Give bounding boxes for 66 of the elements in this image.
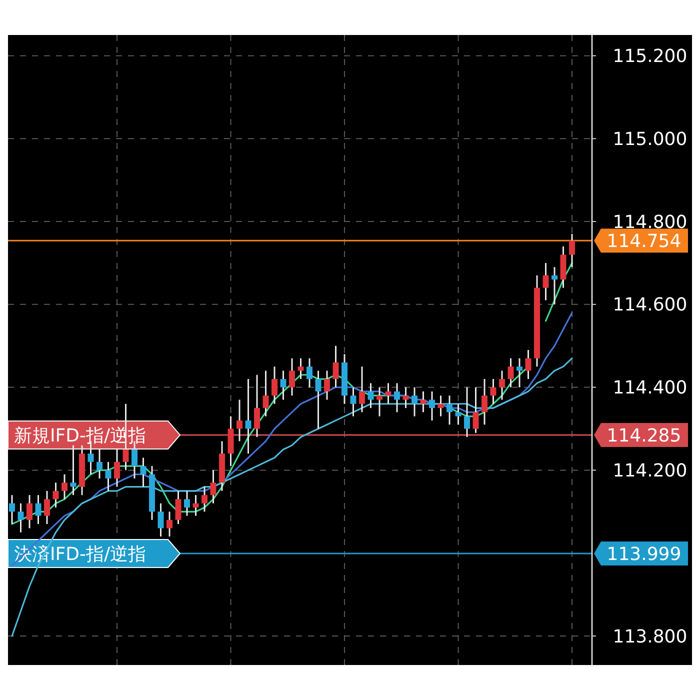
y-tick-label: 114.600: [612, 294, 688, 316]
candlestick: [96, 448, 102, 480]
candlestick: [455, 403, 462, 426]
candlestick: [175, 490, 182, 525]
candlestick: [114, 448, 120, 488]
y-tick-label: 113.800: [612, 626, 688, 648]
candlestick: [9, 494, 15, 525]
candlestick: [508, 358, 514, 388]
candlestick: [499, 370, 505, 400]
candlestick: [166, 510, 172, 538]
candlestick: [332, 345, 339, 388]
candlestick: [236, 398, 242, 442]
candlestick: [324, 370, 330, 400]
candlestick: [26, 494, 32, 529]
line-series: [11, 357, 573, 637]
candlestick: [184, 490, 190, 517]
candlestick: [62, 474, 68, 500]
candlestick: [70, 444, 76, 496]
candlestick: [394, 382, 400, 413]
candlestick: [516, 358, 522, 388]
candlestick: [315, 370, 322, 430]
y-tick-label: 114.800: [612, 212, 688, 233]
candlestick: [359, 366, 365, 413]
candlestick: [105, 461, 112, 492]
candlestick: [18, 502, 24, 534]
candlestick: [420, 390, 426, 413]
candlestick: [254, 374, 260, 438]
candlestick: [464, 386, 470, 438]
candlestick: [490, 378, 496, 405]
candlestick: [412, 386, 418, 418]
text: 114.285: [606, 425, 682, 446]
candlestick: [35, 494, 42, 525]
candlestick: [280, 370, 286, 400]
y-tick-label: 115.200: [612, 46, 688, 68]
candlestick: [446, 394, 452, 426]
text: 113.999: [606, 544, 682, 565]
candlestick: [298, 358, 304, 380]
candlestick: [542, 262, 549, 302]
candlestick: [368, 382, 374, 409]
candlestick: [429, 390, 435, 422]
candlestick: [306, 358, 312, 388]
candlestick: [482, 378, 488, 426]
candlestick: [472, 386, 479, 434]
candlestick: [262, 370, 269, 418]
candlestick: [438, 394, 444, 418]
candlestick: [44, 490, 50, 525]
candlestick: [376, 386, 382, 418]
candlestick: [552, 266, 558, 306]
candlestick: [202, 486, 208, 512]
y-tick-label: 114.400: [612, 378, 688, 399]
candlestick: [158, 502, 164, 538]
candlestick: [385, 382, 392, 405]
candlestick: [140, 457, 146, 488]
candlestick: [245, 378, 252, 454]
y-tick-label: 114.200: [612, 460, 688, 482]
candlestick: [289, 358, 295, 396]
candlestick: [525, 349, 532, 380]
candlestick: [52, 482, 59, 508]
candlestick: [402, 386, 409, 409]
candlestick: [210, 469, 216, 504]
y-tick-label: 115.000: [612, 128, 688, 150]
candlestick: [350, 386, 356, 418]
text: 114.754: [606, 231, 682, 252]
candlestick: [569, 233, 575, 268]
candlestick: [272, 366, 278, 405]
candlestick: [192, 494, 199, 517]
